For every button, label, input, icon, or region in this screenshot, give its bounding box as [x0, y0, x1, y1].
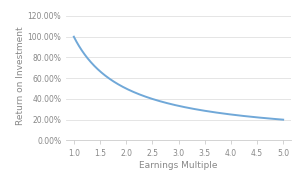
X-axis label: Earnings Multiple: Earnings Multiple — [139, 161, 218, 170]
Y-axis label: Return on Investment: Return on Investment — [16, 26, 25, 125]
